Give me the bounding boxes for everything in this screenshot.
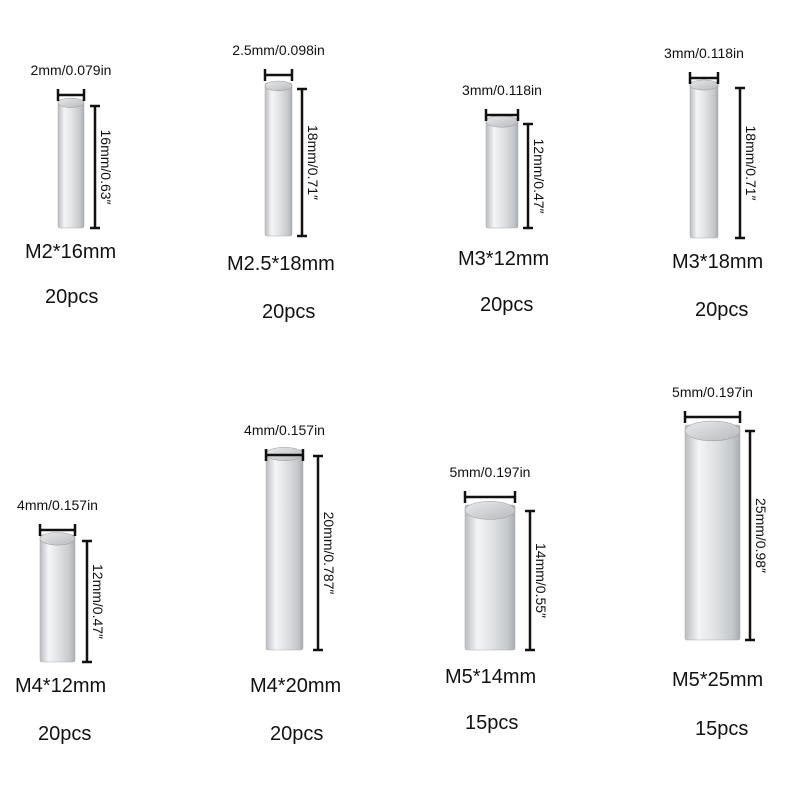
length-label: 20mm/0.787″ (321, 512, 337, 595)
length-label: 16mm/0.63″ (98, 130, 114, 205)
piece-count: 15pcs (695, 718, 748, 740)
length-label: 25mm/0.98″ (753, 498, 769, 573)
length-label: 18mm/0.71″ (305, 125, 321, 200)
pin-item: 4mm/0.157in 20mm/0.787″ M4*20mm 20pcs (244, 422, 341, 745)
pin-top (264, 80, 293, 92)
size-name: M2*16mm (25, 241, 116, 263)
diameter-label: 4mm/0.157in (244, 422, 325, 438)
pin-body (265, 449, 304, 651)
pin-item: 3mm/0.118in 12mm/0.47″ M3*12mm 20pcs (458, 82, 549, 316)
pin-item: 5mm/0.197in 14mm/0.55″ M5*14mm 15pcs (445, 464, 549, 734)
pin-top (485, 115, 519, 128)
pin-body (57, 99, 85, 229)
pin-item: 2.5mm/0.098in 18mm/0.71″ M2.5*18mm 20pcs (227, 42, 335, 323)
piece-count: 20pcs (38, 723, 91, 745)
pin-top (684, 420, 741, 442)
pin-top (57, 97, 85, 108)
diameter-label: 4mm/0.157in (17, 497, 98, 513)
pin-body (464, 504, 516, 651)
diameter-label: 2.5mm/0.098in (232, 42, 325, 58)
size-name: M5*14mm (445, 666, 536, 688)
pin-item: 3mm/0.118in 18mm/0.71″ M3*18mm 20pcs (664, 45, 763, 321)
size-name: M3*18mm (672, 251, 763, 273)
diameter-label: 5mm/0.197in (672, 384, 753, 400)
piece-count: 20pcs (262, 301, 315, 323)
piece-count: 20pcs (270, 723, 323, 745)
size-name: M2.5*18mm (227, 253, 335, 275)
pin-body (264, 82, 293, 237)
pin-item: 2mm/0.079in 16mm/0.63″ M2*16mm 20pcs (25, 62, 116, 308)
piece-count: 20pcs (695, 299, 748, 321)
pin-item: 5mm/0.197in 25mm/0.98″ M5*25mm 15pcs (672, 384, 769, 740)
size-name: M5*25mm (672, 669, 763, 691)
size-name: M3*12mm (458, 248, 549, 270)
length-label: 14mm/0.55″ (533, 543, 549, 618)
length-label: 12mm/0.47″ (531, 139, 547, 214)
pin-item: 4mm/0.157in 12mm/0.47″ M4*12mm 20pcs (15, 497, 106, 745)
diameter-label: 3mm/0.118in (664, 45, 744, 61)
diameter-label: 2mm/0.079in (31, 62, 112, 78)
pin-body (485, 117, 519, 229)
piece-count: 20pcs (45, 286, 98, 308)
length-label: 12mm/0.47″ (90, 564, 106, 639)
piece-count: 15pcs (465, 712, 518, 734)
pin-body (689, 81, 719, 239)
diameter-label: 3mm/0.118in (462, 82, 542, 98)
length-label: 18mm/0.71″ (743, 126, 759, 201)
pin-top (464, 501, 516, 520)
piece-count: 20pcs (480, 294, 533, 316)
diameter-label: 5mm/0.197in (450, 464, 531, 480)
pin-body (684, 424, 741, 641)
pin-top (689, 79, 719, 91)
pin-body (39, 534, 76, 663)
size-name: M4*20mm (250, 675, 341, 697)
pin-top (39, 532, 76, 546)
size-name: M4*12mm (15, 675, 106, 697)
